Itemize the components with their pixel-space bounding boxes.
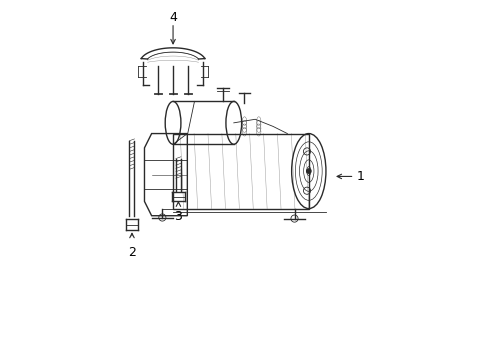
Text: 2: 2 [128,246,136,259]
Text: 1: 1 [356,170,364,183]
Text: 4: 4 [169,11,177,24]
Text: 3: 3 [174,210,182,223]
Circle shape [306,169,310,173]
